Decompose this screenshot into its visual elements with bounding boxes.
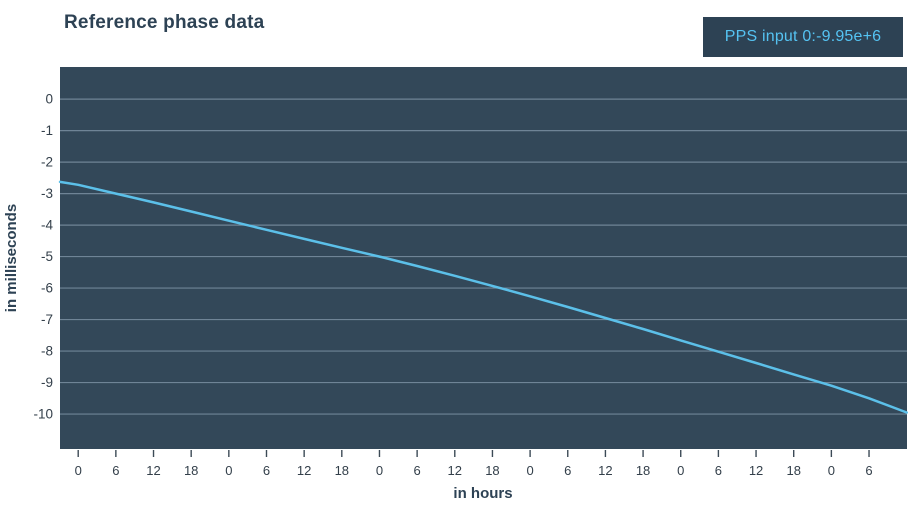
x-tick-label: 0 — [677, 463, 684, 478]
x-tick-label: 18 — [485, 463, 499, 478]
x-tick-label: 6 — [564, 463, 571, 478]
plot-background — [60, 67, 907, 449]
y-tick-label: -6 — [41, 281, 53, 296]
x-tick-label: 6 — [414, 463, 421, 478]
y-axis-title: in milliseconds — [3, 204, 20, 312]
x-tick-label: 0 — [225, 463, 232, 478]
y-tick-label: -1 — [41, 123, 53, 138]
legend-badge-label: PPS input 0:-9.95e+6 — [724, 28, 882, 45]
y-tick-label: -2 — [41, 155, 53, 170]
x-tick-label: 0 — [376, 463, 383, 478]
x-tick-label: 6 — [263, 463, 270, 478]
series-line — [58, 180, 908, 414]
y-tick-label: -10 — [33, 407, 53, 422]
x-tick-label: 18 — [184, 463, 198, 478]
x-axis-title: in hours — [453, 485, 512, 502]
x-tick-label: 18 — [786, 463, 800, 478]
x-tick-label: 12 — [749, 463, 763, 478]
y-tick-label: -4 — [41, 218, 53, 233]
x-tick-label: 12 — [146, 463, 160, 478]
x-tick-label: 0 — [526, 463, 533, 478]
x-tick-label: 0 — [828, 463, 835, 478]
y-tick-label: -8 — [41, 344, 53, 359]
x-tick-label: 12 — [297, 463, 311, 478]
page-title: Reference phase data — [64, 12, 265, 33]
x-tick-label: 12 — [598, 463, 612, 478]
x-tick-label: 6 — [865, 463, 872, 478]
plot-layer: 0 -1 -2 -3 -4 -5 -6 -7 -8 -9 -10 0 6 12 18 0 6 12 18 0 6 12 18… — [33, 67, 908, 478]
x-tick-label: 18 — [335, 463, 349, 478]
y-tick-label: -3 — [41, 186, 53, 201]
x-tick-label: 6 — [112, 463, 119, 478]
x-tick-label: 0 — [75, 463, 82, 478]
x-tick-label: 6 — [715, 463, 722, 478]
y-tick-label: -5 — [41, 249, 53, 264]
y-tick-label: 0 — [45, 92, 53, 107]
x-tick-label: 18 — [636, 463, 650, 478]
y-tick-label: -7 — [41, 312, 53, 327]
x-tick-label: 12 — [448, 463, 462, 478]
y-tick-label: -9 — [41, 375, 53, 390]
legend-badge[interactable]: PPS input 0:-9.95e+6 — [703, 17, 903, 57]
